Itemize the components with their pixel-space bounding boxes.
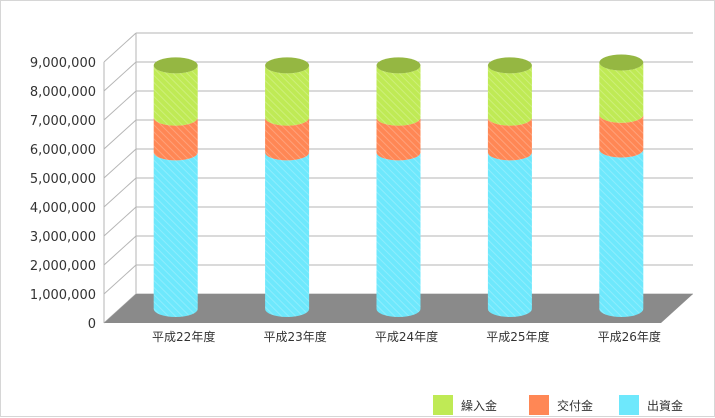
bar-segment-texture xyxy=(153,117,198,161)
gridline-depth xyxy=(103,119,137,150)
bar-top-cap xyxy=(487,57,532,74)
gridline-depth xyxy=(103,177,137,208)
gridline-depth xyxy=(103,264,137,295)
x-category-label: 平成22年度 xyxy=(152,329,215,344)
bar-segment-texture xyxy=(265,65,310,126)
legend-swatch xyxy=(433,395,453,415)
legend: 繰入金 交付金 出資金 xyxy=(433,395,683,415)
bar-segment-texture xyxy=(376,65,421,126)
x-category-label: 平成25年度 xyxy=(486,329,549,344)
bar-segment-texture xyxy=(376,152,421,317)
bar-segment-texture xyxy=(487,65,532,126)
y-tick-label: 7,000,000 xyxy=(30,114,96,129)
y-tick-label: 6,000,000 xyxy=(30,143,96,158)
bar-segment-texture xyxy=(599,149,644,317)
bar-top-cap xyxy=(153,57,198,74)
legend-label: 出資金 xyxy=(647,398,683,413)
gridline-depth xyxy=(103,235,137,266)
bar-layer xyxy=(153,54,644,317)
gridline-depth xyxy=(103,32,137,63)
legend-label: 繰入金 xyxy=(461,398,497,413)
gridline-depth xyxy=(103,148,137,179)
x-category-label: 平成26年度 xyxy=(598,329,661,344)
bar-segment-texture xyxy=(599,62,644,123)
gridline-depth xyxy=(103,61,137,92)
bar-segment-texture xyxy=(265,117,310,161)
legend-swatch xyxy=(619,395,639,415)
bar-segment-texture xyxy=(265,152,310,317)
bar-segment-texture xyxy=(153,65,198,126)
bar-segment-texture xyxy=(487,152,532,317)
y-tick-label: 3,000,000 xyxy=(30,230,96,245)
legend-label: 交付金 xyxy=(557,398,593,413)
bar-top-cap xyxy=(265,57,310,74)
y-tick-label: 1,000,000 xyxy=(30,288,96,303)
label-layer: 0 1,000,000 2,000,000 3,000,000 4,000,000 5,0… xyxy=(30,56,661,344)
bar-top-cap xyxy=(376,57,421,74)
gridline-depth xyxy=(103,206,137,237)
y-tick-label: 8,000,000 xyxy=(30,85,96,100)
bar-segment-texture xyxy=(487,117,532,161)
y-tick-label: 2,000,000 xyxy=(30,259,96,274)
bar-segment-texture xyxy=(153,152,198,317)
x-category-label: 平成24年度 xyxy=(375,329,438,344)
x-category-label: 平成23年度 xyxy=(263,329,326,344)
gridline-depth xyxy=(103,90,137,121)
y-tick-label: 5,000,000 xyxy=(30,172,96,187)
y-tick-label: 9,000,000 xyxy=(30,56,96,71)
bar-segment-texture xyxy=(376,117,421,161)
legend-swatch xyxy=(529,395,549,415)
bar-segment-texture xyxy=(599,114,644,158)
y-tick-label: 0 xyxy=(88,317,96,332)
y-tick-label: 4,000,000 xyxy=(30,201,96,216)
bar-top-cap xyxy=(599,54,644,71)
